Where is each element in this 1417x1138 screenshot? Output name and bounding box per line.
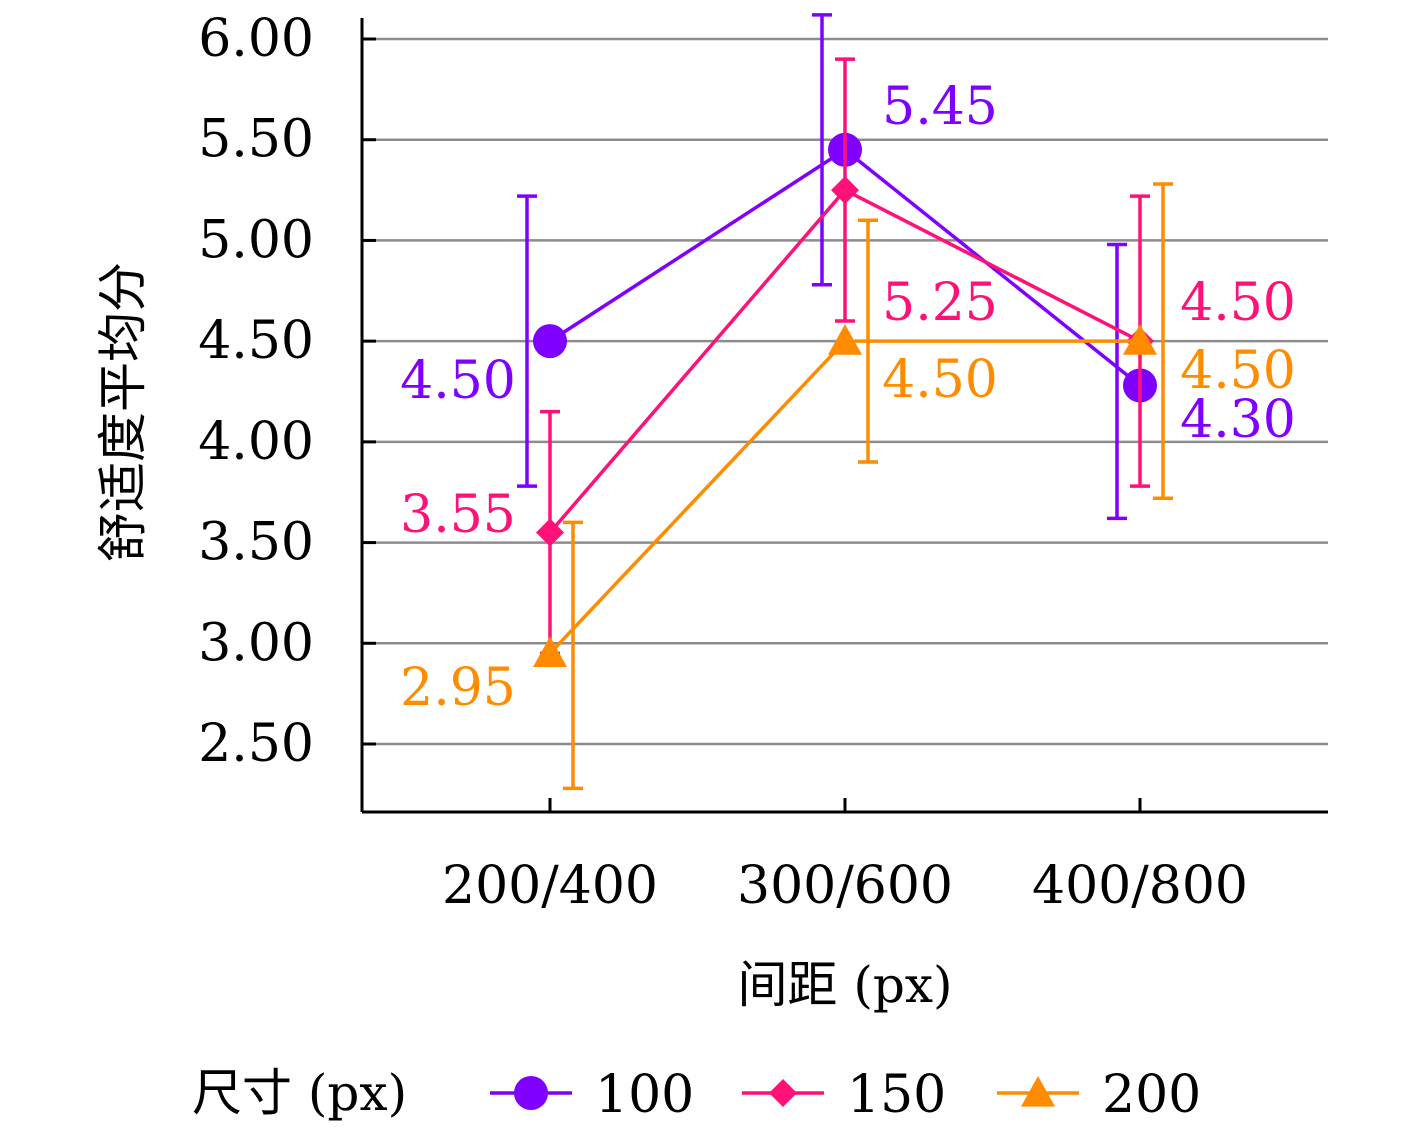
legend-label: 150 xyxy=(847,1065,946,1125)
series-200 xyxy=(533,182,1173,791)
legend-item-200: 200 xyxy=(997,1065,1201,1125)
y-tick-label: 3.50 xyxy=(198,513,314,573)
y-tick-label: 4.00 xyxy=(198,412,314,472)
legend-label: 100 xyxy=(595,1065,694,1125)
data-point-marker xyxy=(828,324,862,355)
data-label: 2.95 xyxy=(400,658,516,718)
data-label: 5.45 xyxy=(882,77,998,137)
data-label: 4.50 xyxy=(400,351,516,411)
legend-marker xyxy=(769,1079,797,1107)
legend: 尺寸 (px) 100 150 200 xyxy=(192,1064,1201,1125)
x-tick-label: 200/400 xyxy=(442,856,658,916)
x-tick-label: 300/600 xyxy=(737,856,953,916)
y-tick-layer: 2.50 3.00 3.50 4.00 4.50 5.00 5.50 6.00 xyxy=(198,9,376,774)
data-label: 5.25 xyxy=(882,273,998,333)
data-point-marker xyxy=(536,518,564,547)
legend-item-150: 150 xyxy=(742,1065,946,1125)
y-tick-label: 5.50 xyxy=(198,110,314,170)
data-label: 4.50 xyxy=(882,350,998,410)
series-line xyxy=(548,339,1140,655)
legend-label: 200 xyxy=(1102,1065,1201,1125)
y-tick-label: 3.00 xyxy=(198,613,314,673)
legend-marker xyxy=(1021,1076,1055,1107)
series-150 xyxy=(536,57,1154,656)
data-point-marker xyxy=(533,636,567,667)
data-label-layer: 4.50 5.45 4.30 3.55 5.25 4.50 2.95 4.50 4.50 xyxy=(400,77,1296,718)
legend-item-100: 100 xyxy=(490,1065,694,1125)
series-layer xyxy=(517,13,1173,791)
data-point-marker xyxy=(831,176,859,205)
y-tick-label: 6.00 xyxy=(198,9,314,69)
y-axis-title: 舒适度平均分 xyxy=(94,262,152,562)
legend-items: 100 150 200 xyxy=(490,1065,1201,1125)
legend-title: 尺寸 (px) xyxy=(192,1064,407,1122)
data-point-marker xyxy=(1123,324,1157,355)
data-label: 4.50 xyxy=(1180,273,1296,333)
x-tick-label: 400/800 xyxy=(1032,856,1248,916)
data-label: 4.30 xyxy=(1180,390,1296,450)
data-label: 4.50 xyxy=(1180,341,1296,401)
data-label: 3.55 xyxy=(400,485,516,545)
x-tick-layer: 200/400 300/600 400/800 xyxy=(442,798,1248,916)
data-point-marker xyxy=(533,324,567,359)
x-axis-title: 间距 (px) xyxy=(737,956,952,1014)
y-tick-label: 5.00 xyxy=(198,210,314,270)
legend-marker xyxy=(514,1076,548,1110)
y-tick-label: 2.50 xyxy=(198,714,314,774)
y-tick-label: 4.50 xyxy=(198,311,314,371)
